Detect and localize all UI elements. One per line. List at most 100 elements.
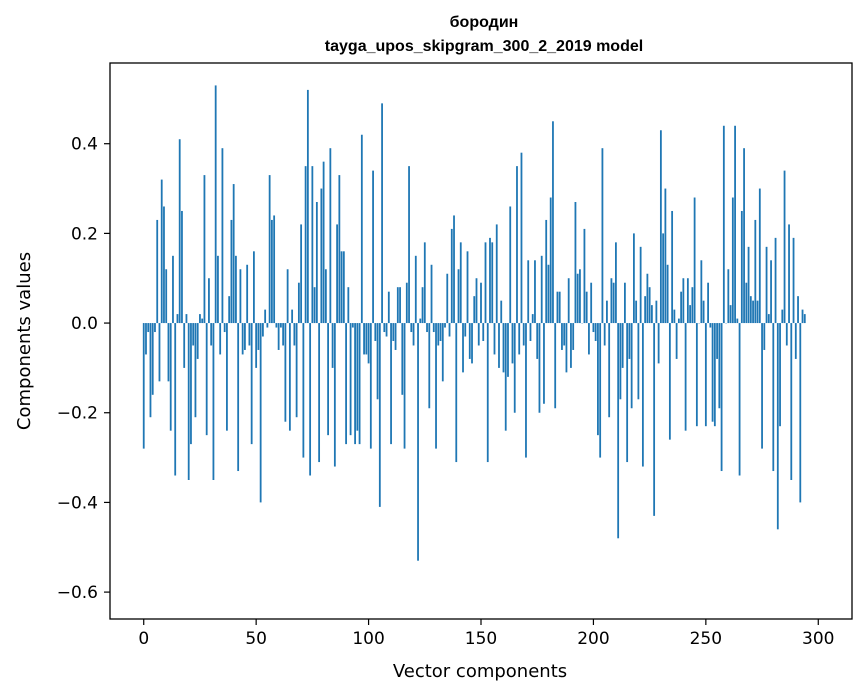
- bar: [437, 323, 440, 346]
- bar: [498, 323, 500, 368]
- bar: [799, 323, 802, 503]
- bar: [597, 323, 599, 436]
- y-tick-label: 0.4: [71, 135, 98, 155]
- bar: [745, 282, 748, 324]
- bar: [378, 323, 381, 507]
- bar: [149, 323, 152, 418]
- bar: [558, 291, 561, 324]
- bar: [610, 278, 613, 324]
- bar: [390, 323, 392, 445]
- bar: [208, 278, 210, 324]
- bar: [484, 242, 487, 324]
- bar: [718, 323, 721, 409]
- bar: [511, 323, 514, 364]
- bar: [527, 260, 530, 324]
- bar: [612, 282, 615, 324]
- bar: [167, 323, 170, 382]
- bar: [615, 242, 617, 324]
- y-axis-label: Components values: [14, 252, 35, 430]
- bar: [635, 300, 638, 324]
- bar: [244, 323, 246, 350]
- bar: [664, 188, 667, 324]
- bar: [767, 314, 770, 324]
- bar: [776, 323, 779, 530]
- bar: [241, 323, 244, 355]
- bar: [684, 323, 687, 431]
- bars-group: [142, 85, 806, 561]
- bar: [183, 323, 186, 368]
- bar: [277, 323, 280, 350]
- bar: [731, 197, 734, 324]
- bar: [358, 323, 361, 445]
- bar: [695, 323, 698, 427]
- y-tick-label: −0.6: [57, 583, 98, 603]
- bar: [342, 251, 345, 324]
- bar: [219, 323, 222, 355]
- bar: [423, 242, 426, 324]
- bar: [336, 224, 338, 324]
- bar: [790, 323, 793, 480]
- bar: [628, 323, 631, 359]
- bar: [349, 323, 352, 436]
- bar: [302, 323, 305, 458]
- bar: [650, 305, 653, 324]
- bar: [702, 300, 705, 324]
- bar: [291, 309, 294, 324]
- bar: [563, 323, 566, 346]
- bar: [338, 175, 341, 324]
- bar: [774, 237, 777, 324]
- bar: [594, 323, 597, 341]
- bar: [507, 323, 509, 377]
- bar: [673, 309, 676, 324]
- bar: [756, 300, 759, 324]
- x-axis-label: Vector components: [393, 661, 567, 682]
- bar: [421, 287, 424, 324]
- bar: [450, 228, 453, 324]
- bar: [552, 121, 554, 324]
- bar: [151, 323, 154, 395]
- bar: [376, 323, 379, 400]
- bar: [210, 323, 213, 346]
- bar: [579, 269, 581, 324]
- x-tick-label: 250: [690, 629, 722, 649]
- bar: [601, 148, 604, 324]
- bar: [432, 323, 435, 333]
- bar: [457, 269, 460, 324]
- bar: [253, 251, 255, 324]
- bar: [250, 323, 253, 445]
- bar: [333, 323, 336, 467]
- bar: [785, 323, 788, 346]
- bar: [772, 323, 775, 472]
- bar: [286, 269, 289, 324]
- bar: [340, 251, 343, 324]
- bar: [205, 323, 208, 436]
- bar: [693, 197, 696, 324]
- bar: [311, 166, 314, 324]
- bar: [653, 323, 656, 516]
- bar: [257, 323, 260, 350]
- x-axis-ticks: 0 50 100 150 200 250 300: [138, 619, 834, 649]
- bar: [405, 282, 408, 324]
- bar: [617, 323, 620, 539]
- bar: [217, 255, 219, 324]
- bar: [801, 309, 804, 324]
- bar: [354, 323, 356, 445]
- y-tick-label: −0.4: [57, 493, 98, 513]
- bar: [414, 255, 417, 324]
- bar: [145, 323, 147, 355]
- bar: [262, 323, 264, 337]
- bar: [363, 323, 365, 355]
- bar: [574, 202, 577, 324]
- bar: [383, 323, 386, 333]
- bar: [275, 323, 278, 328]
- bar: [486, 323, 489, 463]
- bar: [619, 323, 622, 400]
- bar: [475, 278, 478, 324]
- bar: [223, 323, 226, 333]
- bar: [606, 300, 608, 324]
- bar: [545, 219, 548, 324]
- y-tick-label: 0.0: [71, 314, 98, 334]
- bar: [763, 323, 766, 350]
- bar: [603, 323, 606, 346]
- bar: [608, 323, 611, 418]
